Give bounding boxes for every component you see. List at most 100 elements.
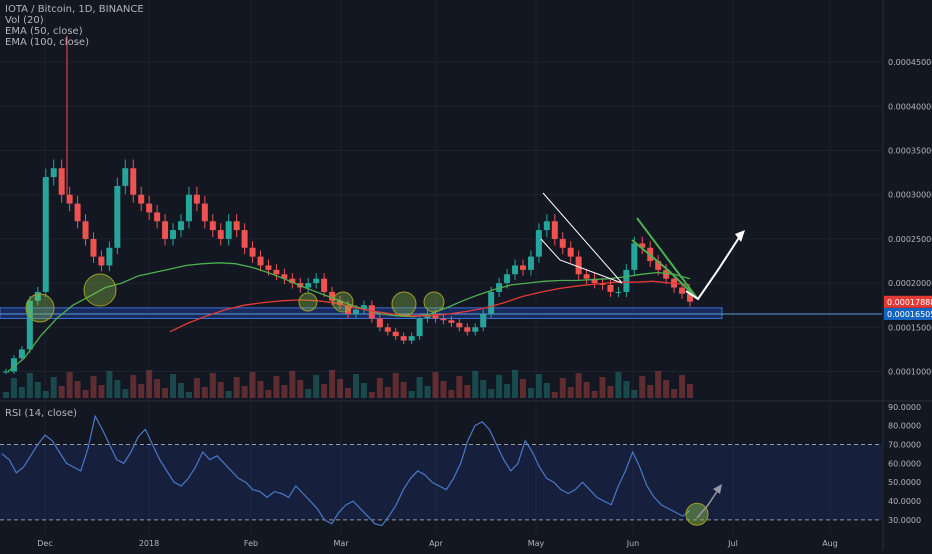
candle-body xyxy=(98,256,105,266)
candle-body xyxy=(18,349,25,359)
support-test-circle xyxy=(298,292,318,312)
volume-bar xyxy=(543,383,550,398)
legend: IOTA / Bitcoin, 1D, BINANCE Vol (20) EMA… xyxy=(5,4,144,48)
volume-bar xyxy=(34,382,41,398)
candle-body xyxy=(162,221,169,239)
line-price-tag xyxy=(884,308,932,321)
candle-body xyxy=(177,221,184,231)
rsi-tick-label: 80.0000 xyxy=(888,422,921,431)
volume-bar xyxy=(464,385,471,398)
support-test-circle xyxy=(423,291,445,313)
volume-bar xyxy=(185,392,192,398)
volume-bar xyxy=(535,374,542,398)
rsi-tick-label: 60.0000 xyxy=(888,459,921,468)
falling-wedge-2 xyxy=(631,217,698,299)
time-tick-label: Dec xyxy=(37,539,52,548)
volume-bar xyxy=(551,392,558,398)
candle-body xyxy=(480,314,487,328)
volume-bar xyxy=(241,386,248,398)
candle-body xyxy=(130,168,137,195)
price-tick-label: 0.00045000 xyxy=(888,58,932,67)
volume-bar xyxy=(559,378,566,398)
volume-bar xyxy=(392,373,399,398)
candle-body xyxy=(305,283,312,288)
volume-bar xyxy=(193,378,200,398)
volume-bar xyxy=(321,384,328,398)
volume-bar xyxy=(432,372,439,398)
price-tick-label: 0.00030000 xyxy=(888,191,932,200)
candle-body xyxy=(345,305,351,315)
candle-body xyxy=(631,243,638,270)
time-tick-label: May xyxy=(528,539,545,548)
legend-ema100[interactable]: EMA (100, close) xyxy=(5,37,89,48)
volume-bar xyxy=(305,389,312,398)
volume-bar xyxy=(146,370,153,398)
candle-body xyxy=(607,284,614,292)
annotations xyxy=(25,192,745,323)
legend-vol[interactable]: Vol (20) xyxy=(5,15,44,26)
volume-bar xyxy=(655,371,662,398)
time-tick-label: Feb xyxy=(244,539,258,548)
price-tick-label: 0.00035000 xyxy=(888,147,932,156)
line-price-label: 0.00016505 xyxy=(887,310,932,319)
volume-bar xyxy=(3,392,9,398)
volume-bar xyxy=(583,382,590,398)
legend-ema50[interactable]: EMA (50, close) xyxy=(5,26,83,37)
candle-body xyxy=(273,269,280,275)
candle-body xyxy=(567,247,574,257)
volume-bar xyxy=(337,379,344,398)
support-test-circle xyxy=(25,293,55,323)
candle-body xyxy=(687,293,693,302)
projection-arrowhead xyxy=(735,230,745,242)
volume-bar xyxy=(273,376,280,398)
volume-bar xyxy=(98,385,105,398)
volume-bar xyxy=(679,375,686,398)
time-tick-label: Aug xyxy=(822,539,838,548)
volume-bar xyxy=(663,380,670,398)
time-tick-label: Mar xyxy=(333,539,349,548)
legend-rsi[interactable]: RSI (14, close) xyxy=(5,408,78,419)
volume-bar xyxy=(281,385,288,398)
volume-bar xyxy=(90,376,97,398)
volume-bar xyxy=(623,381,630,398)
candle-body xyxy=(623,269,630,292)
candle-body xyxy=(34,291,41,301)
candle-body xyxy=(352,309,359,315)
legend-symbol[interactable]: IOTA / Bitcoin, 1D, BINANCE xyxy=(5,4,144,15)
candle-body xyxy=(456,322,463,328)
volume-bar xyxy=(26,373,33,398)
volume-bar xyxy=(527,388,534,398)
volume-bar xyxy=(488,389,495,398)
rsi-line xyxy=(1,414,691,527)
volume-bar xyxy=(480,380,487,398)
volume-bar xyxy=(313,375,320,398)
candle-body xyxy=(257,256,264,266)
last-price-label: 0.00017888 xyxy=(887,298,932,307)
volume-bar xyxy=(10,378,17,398)
candle-body xyxy=(313,278,320,284)
time-tick-label: Apr xyxy=(429,539,444,548)
volume-bar xyxy=(74,381,81,398)
projection-arrow xyxy=(685,232,743,301)
candle-body xyxy=(138,194,145,204)
candle-body xyxy=(42,177,49,292)
volume-bar xyxy=(233,377,240,398)
candle-body xyxy=(527,256,534,270)
time-tick-label: Jun xyxy=(626,539,640,548)
candle-body xyxy=(170,230,177,239)
rsi-tick-label: 50.0000 xyxy=(888,478,921,487)
rsi-band xyxy=(0,444,882,520)
ema50-line xyxy=(7,262,691,373)
candle-body xyxy=(265,265,272,270)
volume-bar xyxy=(440,381,447,398)
ema-lines xyxy=(7,262,691,373)
volume-bar xyxy=(456,376,463,398)
volume-bar xyxy=(368,392,375,398)
volume-bar xyxy=(297,380,304,398)
candle-body xyxy=(416,318,423,337)
candle-body xyxy=(337,300,344,306)
candle-body xyxy=(504,274,511,284)
rsi-tick-label: 70.0000 xyxy=(888,440,921,449)
